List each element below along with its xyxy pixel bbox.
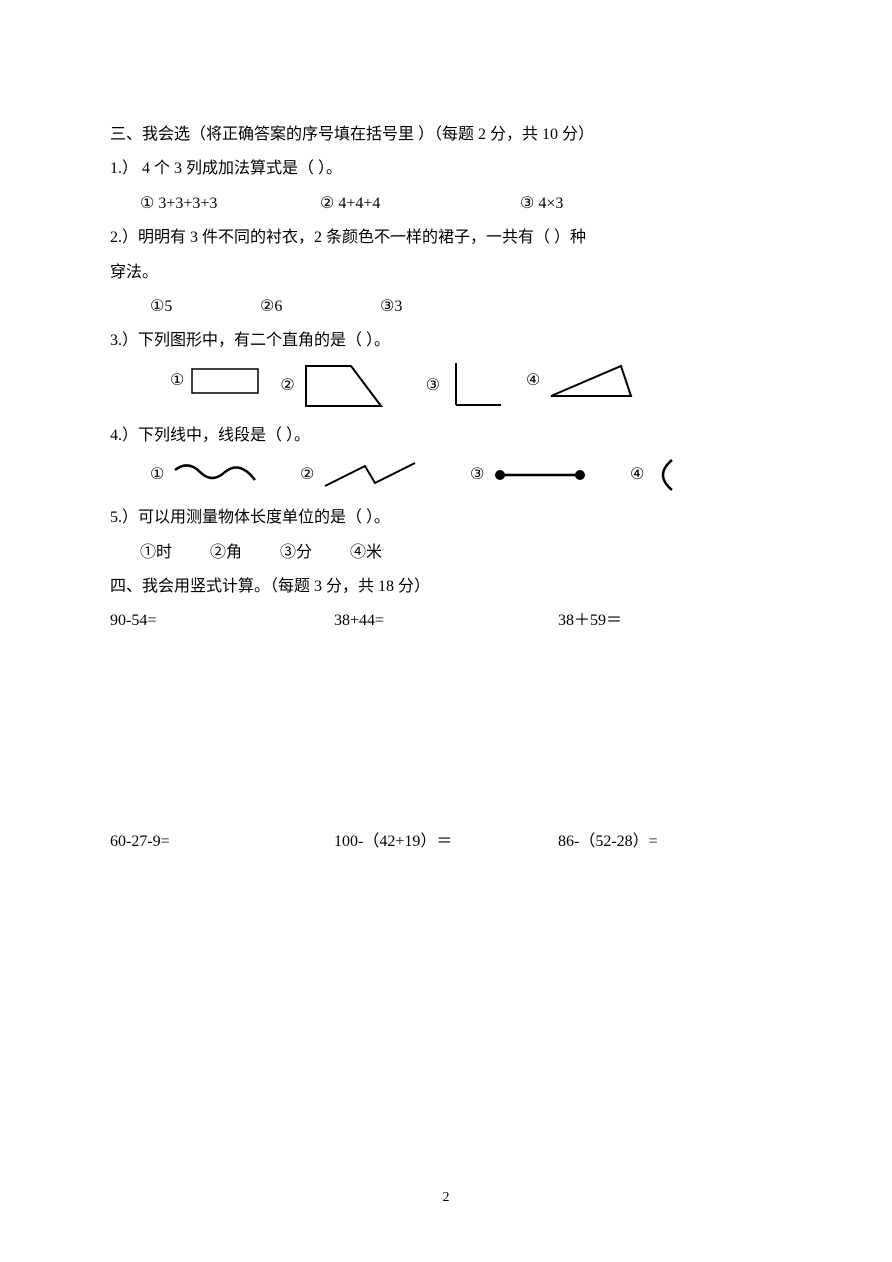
q3-shape2: ② xyxy=(280,361,385,411)
q4-line1: ① xyxy=(150,460,300,490)
q5-opt4: ④米 xyxy=(350,538,382,568)
q1-text: 1.） 4 个 3 列成加法算式是（ ）。 xyxy=(110,154,782,184)
q2-opt3: ③3 xyxy=(380,292,402,322)
q4-label1: ① xyxy=(150,460,164,490)
section4-heading: 四、我会用竖式计算。（每题 3 分，共 18 分） xyxy=(110,572,782,602)
calc-row2: 60-27-9= 100-（42+19）＝ 86-（52-28）= xyxy=(110,827,782,857)
q2-text1: 2.）明明有 3 件不同的衬衣，2 条颜色不一样的裙子，一共有（ ）种 xyxy=(110,223,782,253)
q4-label2: ② xyxy=(300,460,314,490)
q4-line2: ② xyxy=(300,458,470,493)
q1-options: ① 3+3+3+3 ② 4+4+4 ③ 4×3 xyxy=(110,189,782,219)
calc-r1c2: 38+44= xyxy=(334,606,558,636)
q3-label3: ③ xyxy=(426,371,440,401)
calc-r1c3: 38＋59＝ xyxy=(558,606,782,636)
wavy-line-icon xyxy=(170,460,260,490)
calc-r2c1: 60-27-9= xyxy=(110,827,334,857)
calc-r1c1: 90-54= xyxy=(110,606,334,636)
q1-opt3: ③ 4×3 xyxy=(520,189,563,219)
calc-row1: 90-54= 38+44= 38＋59＝ xyxy=(110,606,782,636)
right-angle-icon xyxy=(446,361,506,411)
q5-options: ①时 ②角 ③分 ④米 xyxy=(110,538,782,568)
q2-options: ①5 ②6 ③3 xyxy=(110,292,782,322)
q5-opt3: ③分 xyxy=(280,538,350,568)
q4-label3: ③ xyxy=(470,460,484,490)
q3-shape1: ① xyxy=(170,361,260,401)
rectangle-icon xyxy=(190,361,260,401)
calc-r2c2: 100-（42+19）＝ xyxy=(334,827,558,857)
q4-line3: ③ xyxy=(470,460,630,490)
q4-text: 4.）下列线中，线段是（ ）。 xyxy=(110,421,782,451)
q3-shape4: ④ xyxy=(526,361,636,401)
q2-opt1: ①5 xyxy=(150,292,260,322)
q5-text: 5.）可以用测量物体长度单位的是（ ）。 xyxy=(110,503,782,533)
q4-line4: ④ xyxy=(630,455,680,495)
q1-opt2: ② 4+4+4 xyxy=(320,189,520,219)
q1-opt1: ① 3+3+3+3 xyxy=(140,189,320,219)
q3-label1: ① xyxy=(170,366,184,396)
q4-label4: ④ xyxy=(630,460,644,490)
q3-text: 3.）下列图形中，有二个直角的是（ ）。 xyxy=(110,326,782,356)
line-segment-icon xyxy=(490,465,590,485)
q5-opt1: ①时 xyxy=(140,538,210,568)
right-triangle-icon xyxy=(546,361,636,401)
calc-r2c3: 86-（52-28）= xyxy=(558,827,782,857)
arc-icon xyxy=(650,455,680,495)
q5-opt2: ②角 xyxy=(210,538,280,568)
q4-lines: ① ② ③ ④ xyxy=(110,455,782,495)
q2-text2: 穿法。 xyxy=(110,258,782,288)
q3-shapes: ① ② ③ ④ xyxy=(110,361,782,411)
q3-shape3: ③ xyxy=(426,361,506,411)
page-number: 2 xyxy=(0,1185,892,1212)
q2-opt2: ②6 xyxy=(260,292,380,322)
section3-heading: 三、我会选（将正确答案的序号填在括号里 ）（每题 2 分，共 10 分） xyxy=(110,120,782,150)
zigzag-line-icon xyxy=(320,458,420,493)
q3-label2: ② xyxy=(280,371,294,401)
right-trapezoid-icon xyxy=(301,361,386,411)
q3-label4: ④ xyxy=(526,366,540,396)
